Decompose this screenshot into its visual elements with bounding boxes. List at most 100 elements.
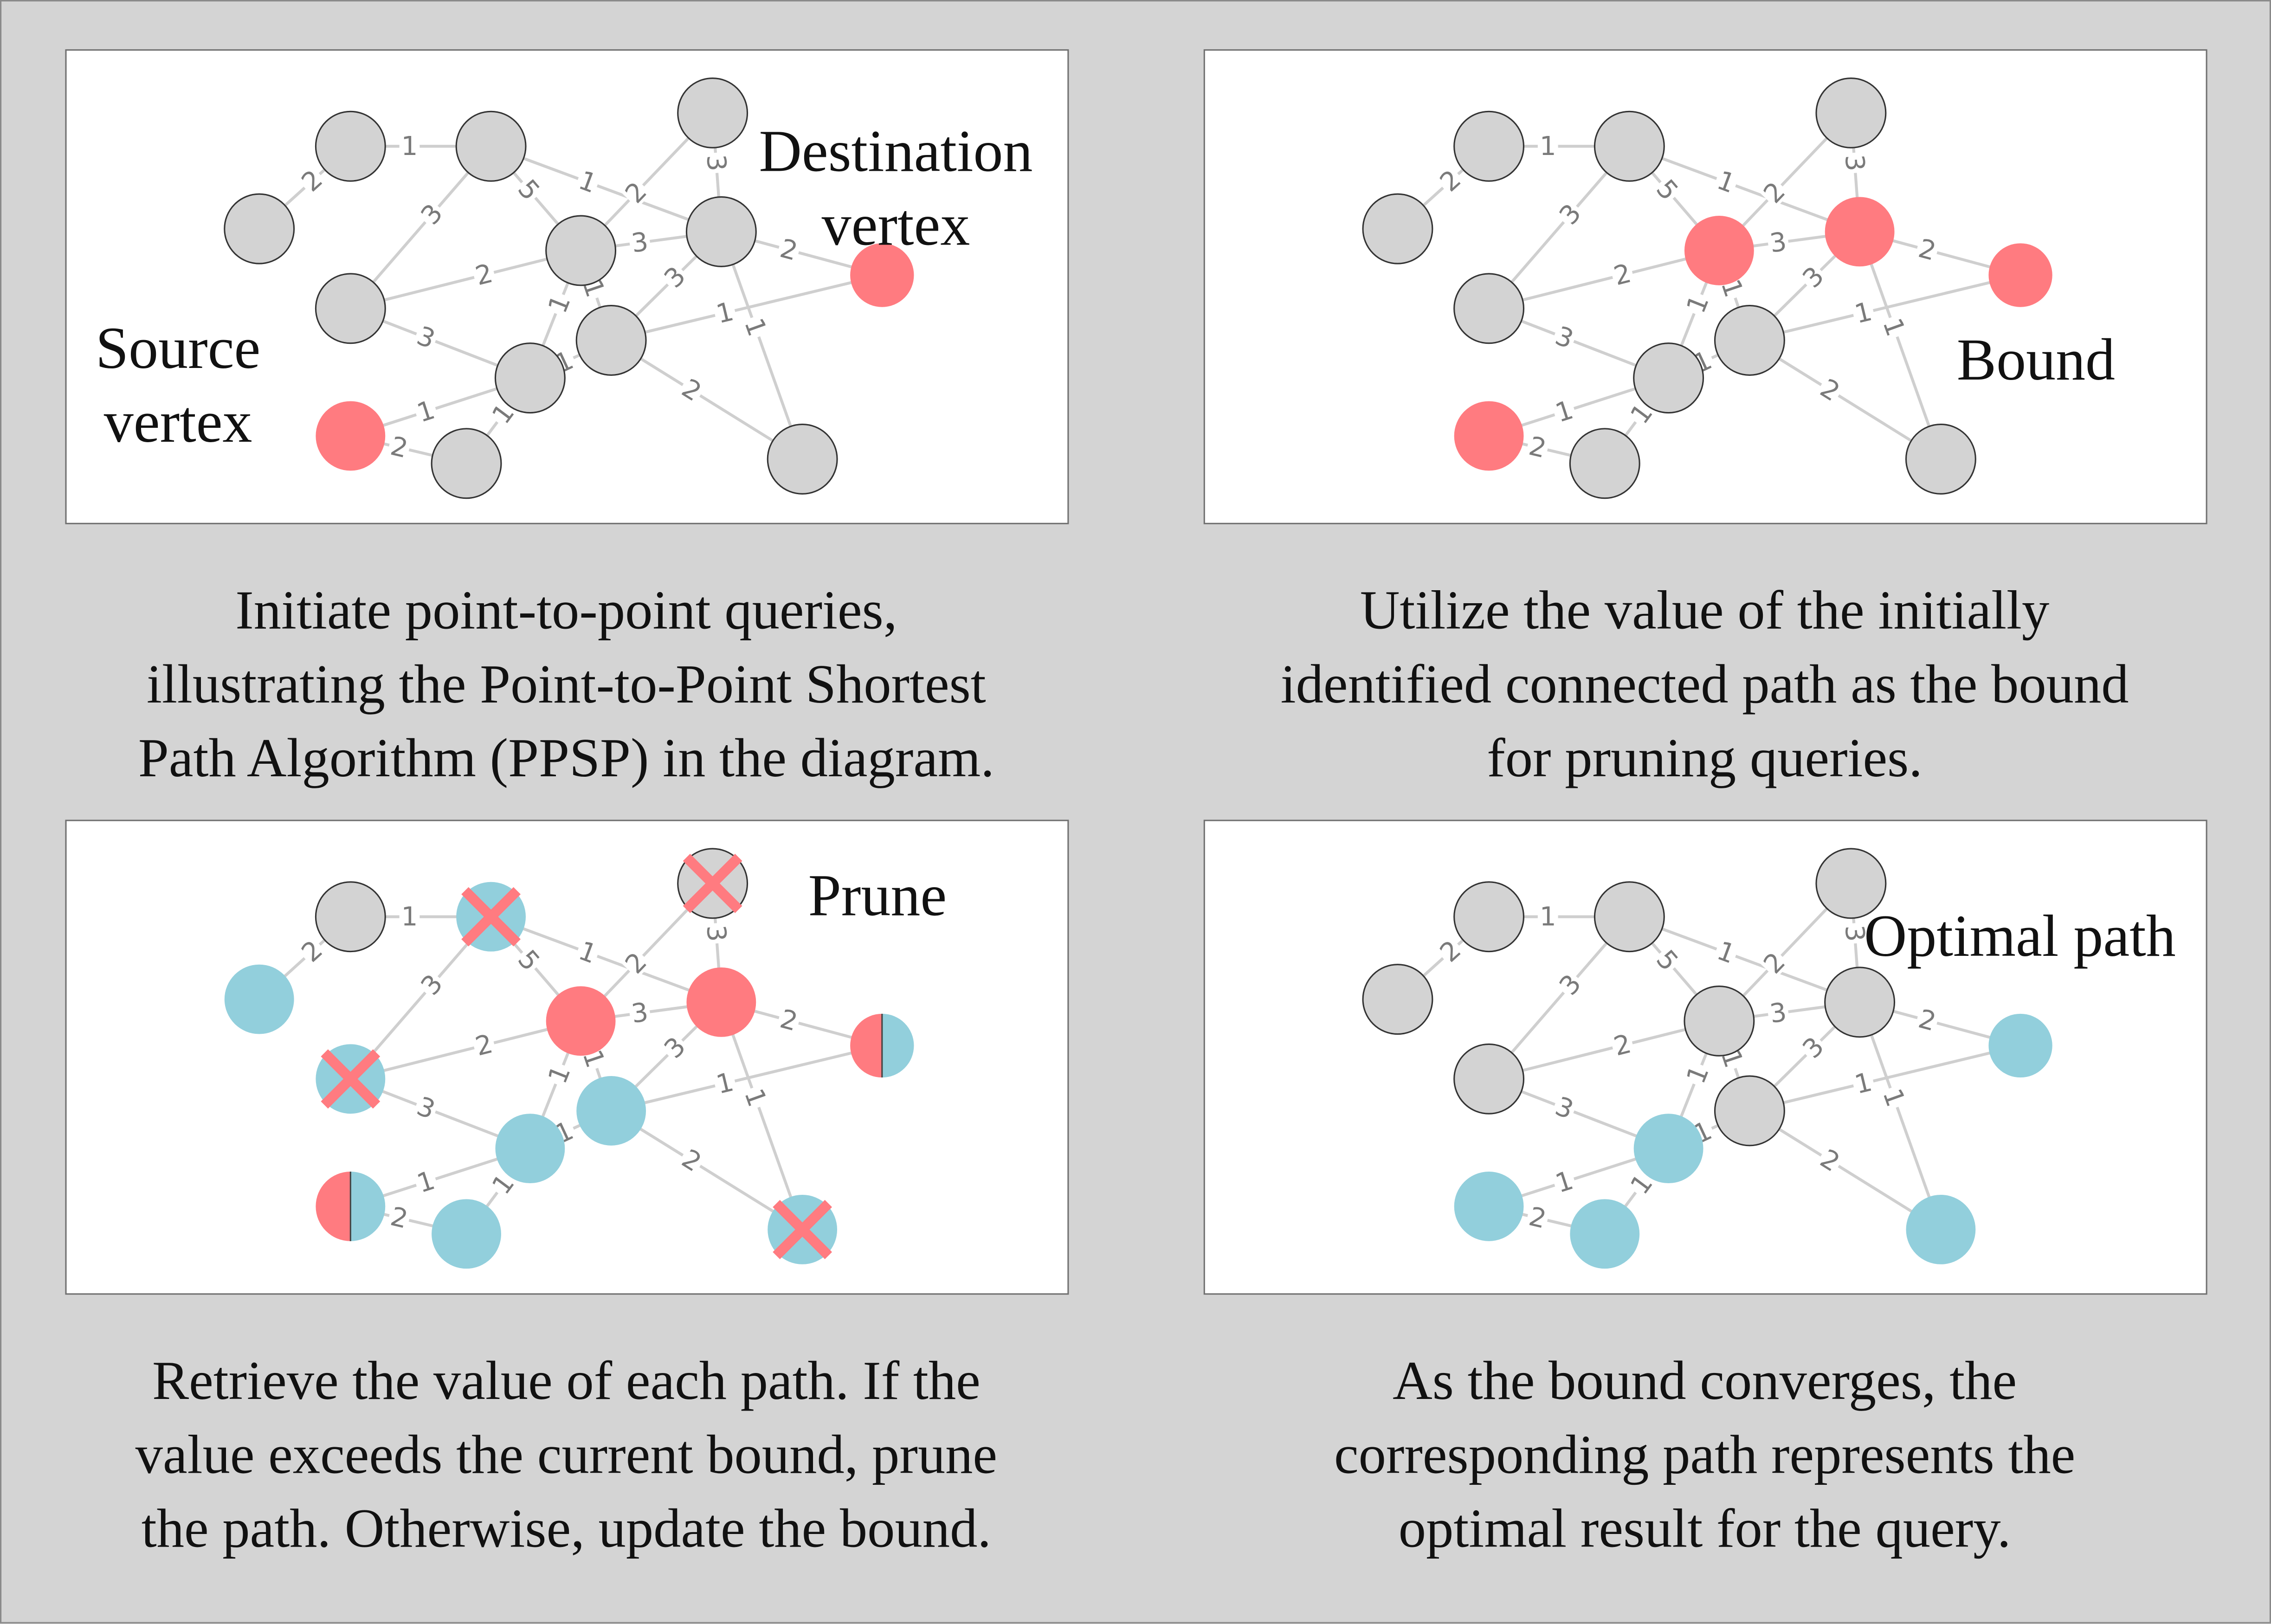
node-A	[315, 110, 386, 182]
edge-weight-bg	[1850, 296, 1876, 327]
caption-line: identified connected path as the bound	[1280, 654, 2129, 715]
edge-weight-bg	[1712, 165, 1741, 197]
optimal-path-label-text: Optimal path	[1864, 902, 2176, 969]
edge-weight-bg	[1757, 946, 1790, 979]
edge-F-M	[1858, 231, 1942, 460]
edge-weight-bg	[776, 1004, 803, 1035]
node-B	[455, 110, 527, 182]
node-H	[1453, 1043, 1525, 1115]
node-G	[575, 305, 647, 376]
edge-E-H	[1488, 1019, 1720, 1081]
node-J	[850, 243, 914, 307]
edge-G-M	[610, 1109, 803, 1231]
edge-G-J	[611, 1044, 883, 1112]
node-F	[1824, 967, 1896, 1038]
node-G	[1714, 1075, 1785, 1147]
edge-B-H	[1488, 915, 1631, 1080]
node-A	[1453, 110, 1525, 182]
edge-weight-bg	[542, 289, 574, 318]
edge-weight-bg	[1914, 1004, 1941, 1035]
edge-weight-label: 3	[701, 154, 732, 172]
node-K	[316, 1172, 386, 1241]
node-E	[545, 215, 617, 286]
edge-G-M	[610, 339, 803, 461]
edge-weight-label: 2	[1915, 1004, 1939, 1037]
node-I	[1633, 1114, 1703, 1184]
caption-line: corresponding path represents the	[1334, 1425, 2076, 1486]
edge-F-M	[720, 231, 804, 460]
edge-weight-bg	[741, 313, 773, 341]
cross-stroke	[461, 887, 521, 947]
node-K	[316, 401, 386, 471]
edge-weight-bg	[776, 233, 803, 264]
edge-weight-bg	[574, 935, 602, 967]
edge-weight-bg	[513, 943, 547, 976]
node-F	[685, 196, 757, 267]
caption-line: illustrating the Point-to-Point Shortest	[147, 654, 986, 715]
source-vertex-label: Source vertex	[96, 311, 260, 459]
edge-weight-bg	[1842, 922, 1870, 945]
edge-weight-bg	[627, 997, 652, 1026]
edge-B-F	[490, 145, 722, 233]
edge-weight-label: 2	[472, 258, 496, 292]
edge-weight-label: 1	[1552, 395, 1577, 429]
bound-label: Bound	[1957, 323, 2115, 397]
edge-weight-bg	[1433, 934, 1466, 967]
node-L	[431, 428, 502, 499]
edge-E-H	[350, 1019, 581, 1081]
node-I	[495, 1114, 565, 1184]
edge-weight-label: 1	[413, 1165, 439, 1199]
caption-initiate-query: Initiate point-to-point queries, illustr…	[45, 575, 1088, 797]
edge-weight-label: 3	[701, 924, 732, 942]
caption-line: Initiate point-to-point queries,	[235, 580, 897, 642]
edge-weight-bg	[1525, 431, 1551, 461]
edge-weight-bg	[387, 431, 413, 461]
edge-weight-bg	[711, 296, 738, 327]
node-D	[1362, 193, 1433, 264]
node-E	[546, 986, 616, 1056]
node-M	[767, 423, 838, 495]
caption-line: Path Algorithm (PPSP) in the diagram.	[138, 728, 994, 790]
edge-weight-label: 2	[1526, 431, 1549, 464]
prune-cross-icon	[461, 887, 521, 947]
node-half-red	[316, 1172, 351, 1241]
node-E	[1684, 985, 1755, 1057]
edge-weight-bg	[1550, 320, 1579, 352]
edge-weight-bg	[658, 260, 690, 293]
edge-weight-bg	[414, 967, 448, 1000]
edge-G-J	[1749, 1044, 2021, 1112]
edge-B-H	[1488, 145, 1631, 309]
node-F	[1825, 197, 1895, 267]
prune-label: Prune	[808, 859, 947, 933]
edge-weight-bg	[1550, 1165, 1578, 1196]
node-L	[1569, 428, 1640, 499]
edge-weight-bg	[1652, 173, 1685, 206]
edge-G-M	[1748, 1109, 1942, 1231]
edge-weight-label: 2	[777, 1004, 800, 1037]
node-F	[686, 967, 756, 1037]
node-A	[1453, 881, 1525, 953]
caption-line: As the bound converges, the	[1393, 1351, 2017, 1412]
edge-weight-label: 1	[713, 1067, 736, 1100]
edge-weight-label: 3	[1768, 997, 1788, 1029]
edge-weight-bg	[1815, 372, 1846, 406]
edge-weight-bg	[1550, 1091, 1579, 1123]
edge-weight-bg	[1553, 967, 1586, 1000]
optimal-path-label: Optimal path	[1864, 899, 2176, 973]
edge-weight-bg	[619, 175, 652, 208]
edge-weight-bg	[711, 1067, 738, 1097]
edge-weight-bg	[1815, 1143, 1846, 1176]
edge-weight-bg	[412, 394, 439, 426]
edge-weight-bg	[412, 1091, 441, 1123]
edge-weight-label: 2	[387, 1201, 411, 1235]
edge-G-J	[1749, 273, 2021, 342]
caption-line: optimal result for the query.	[1398, 1499, 2011, 1560]
edge-weight-bg	[414, 197, 448, 230]
node-L	[1570, 1199, 1640, 1269]
edge-weight-label: 1	[1552, 1165, 1577, 1199]
edge-weight-bg	[471, 258, 497, 289]
edge-weight-bg	[619, 946, 652, 979]
